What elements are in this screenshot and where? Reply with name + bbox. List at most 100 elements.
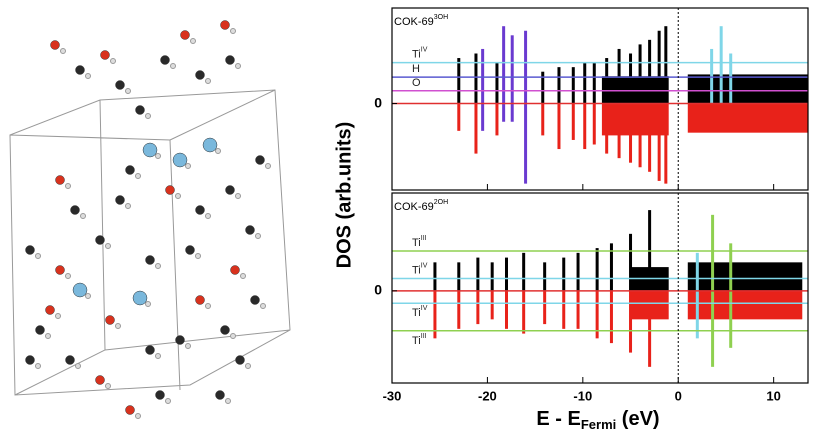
atom <box>132 290 148 306</box>
atom <box>172 152 188 168</box>
level-text: Ti <box>412 264 421 276</box>
x-tick-label: -20 <box>478 388 497 403</box>
atom <box>95 235 105 245</box>
atom <box>155 153 161 159</box>
peak-down <box>629 103 633 163</box>
peak-up <box>638 44 642 104</box>
peak-down <box>583 103 587 150</box>
atom <box>160 55 170 65</box>
peak-down <box>433 290 437 339</box>
y-tick-label: 0 <box>374 282 382 298</box>
peak-down <box>605 103 609 154</box>
atom <box>72 282 88 298</box>
peak-up <box>657 30 661 104</box>
atom <box>225 185 235 195</box>
atom <box>85 293 91 299</box>
peak-down <box>629 290 633 353</box>
atom <box>145 255 155 265</box>
atom <box>220 20 230 30</box>
band-down <box>687 290 803 320</box>
peak-up <box>510 35 514 104</box>
atom <box>155 263 161 269</box>
atom <box>35 363 41 369</box>
atom <box>105 315 115 325</box>
peak-up <box>524 30 528 104</box>
peak-up <box>495 62 499 104</box>
level-text: Ti <box>412 237 421 249</box>
peak-up <box>476 257 480 291</box>
x-tick-label: 0 <box>675 388 682 403</box>
atom <box>115 195 125 205</box>
panel-label: COK-693OH <box>394 14 448 28</box>
atom <box>85 73 91 79</box>
peak-down <box>457 290 461 329</box>
peak-down <box>457 103 461 131</box>
atom <box>65 273 71 279</box>
atom <box>185 163 191 169</box>
peak-up <box>433 262 437 291</box>
peak-down <box>648 290 652 367</box>
x-label-main: E - E <box>536 408 580 430</box>
panel-frame <box>391 7 809 191</box>
atom <box>225 398 231 404</box>
atom <box>190 38 196 44</box>
level-sup: III <box>421 235 427 242</box>
atom <box>255 155 265 165</box>
atom <box>205 213 211 219</box>
level-text: Ti <box>412 307 421 319</box>
peak-up <box>457 58 461 104</box>
x-tick-label: 10 <box>766 388 780 403</box>
atom <box>215 390 225 400</box>
atom <box>105 383 111 389</box>
atom <box>145 301 151 307</box>
level-label: O <box>412 77 421 89</box>
atom <box>55 175 65 185</box>
atom <box>135 413 141 419</box>
atom <box>155 390 165 400</box>
peak-up <box>562 257 566 291</box>
panel-label: COK-692OH <box>394 199 448 213</box>
x-label-unit: (eV) <box>616 408 659 430</box>
peak-up <box>617 48 621 104</box>
atom <box>195 205 205 215</box>
peak-up <box>729 243 733 291</box>
level-label: H <box>412 63 420 75</box>
atom <box>25 245 35 255</box>
level-sup: IV <box>421 262 428 269</box>
band-down <box>687 103 808 133</box>
peak-down <box>729 290 733 348</box>
atom <box>125 88 131 94</box>
peak-down <box>638 103 642 168</box>
atom <box>205 78 211 84</box>
atom <box>80 213 86 219</box>
level-text: H <box>412 63 420 75</box>
atom <box>125 203 131 209</box>
peak-up <box>719 26 723 104</box>
peak-down <box>711 290 715 367</box>
atom <box>245 363 251 369</box>
atom <box>235 63 241 69</box>
atom <box>35 253 41 259</box>
peak-up <box>502 26 506 104</box>
atom <box>115 323 121 329</box>
x-axis-label: E - EFermi (eV) <box>536 408 659 432</box>
peak-down <box>474 103 478 154</box>
atom <box>230 333 236 339</box>
atom <box>45 305 55 315</box>
atom <box>225 55 235 65</box>
atom <box>65 183 71 189</box>
atom <box>175 335 185 345</box>
band-up <box>687 262 803 291</box>
peak-up <box>474 53 478 104</box>
peak-down <box>695 290 699 339</box>
atom <box>125 165 135 175</box>
level-sup: III <box>421 333 427 340</box>
atom <box>245 225 255 235</box>
atom <box>60 48 66 54</box>
peak-down <box>490 290 494 320</box>
peak-down <box>510 103 514 122</box>
peak-down <box>592 103 596 145</box>
level-text: Ti <box>412 49 421 61</box>
atom <box>35 325 45 335</box>
